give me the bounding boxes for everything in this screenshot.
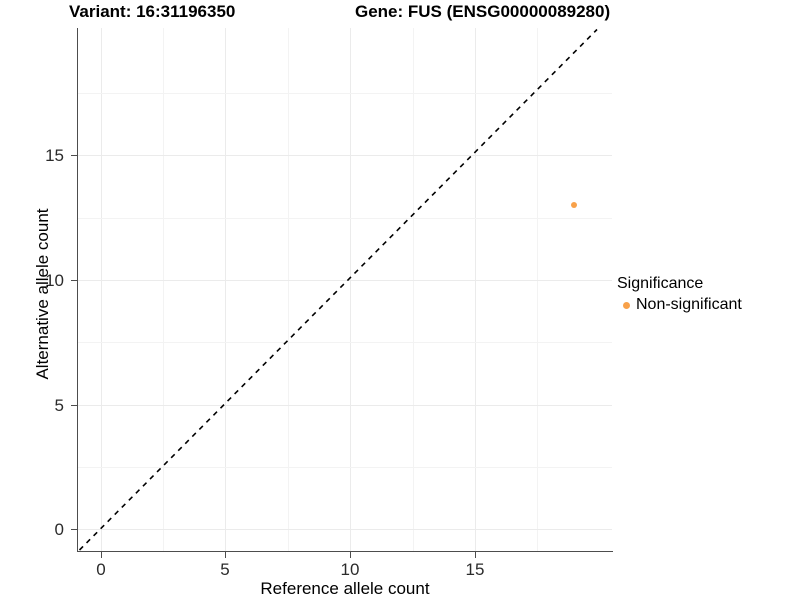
x-axis-tick-label: 10 (340, 560, 360, 579)
y-axis-tick-label: 10 (45, 271, 64, 290)
data-point[interactable] (571, 202, 577, 208)
gridline-minor-horizontal (78, 342, 612, 343)
x-axis-title: Reference allele count (260, 579, 430, 598)
gridline-major-horizontal (78, 405, 612, 406)
y-axis-tick-label: 0 (54, 520, 64, 539)
x-axis-tick-label: 0 (96, 560, 106, 579)
x-axis-tick-label: 5 (220, 560, 230, 579)
y-axis-line (77, 28, 78, 552)
legend-title: Significance (617, 275, 704, 292)
gridline-minor-vertical (288, 28, 289, 551)
gridline-major-horizontal (78, 155, 612, 156)
chart-title-bar: Variant: 16:31196350 Gene: FUS (ENSG0000… (0, 0, 800, 28)
identity-reference-line (78, 28, 598, 551)
gridline-minor-vertical (163, 28, 164, 551)
gridline-major-vertical (101, 28, 102, 551)
y-axis-tick (71, 529, 77, 530)
gridline-major-vertical (350, 28, 351, 551)
x-axis-tick (225, 552, 226, 558)
x-axis-line (78, 551, 613, 552)
gridline-major-vertical (225, 28, 226, 551)
gene-title: Gene: FUS (ENSG00000089280) (355, 2, 611, 21)
gridline-major-horizontal (78, 529, 612, 530)
x-axis-tick (350, 552, 351, 558)
diagonal-dashed-line (78, 28, 598, 551)
gridline-minor-horizontal (78, 93, 612, 94)
legend-item-label: Non-significant (636, 296, 742, 313)
y-axis-tick-label: 5 (54, 396, 64, 415)
y-axis-title: Alternative allele count (33, 208, 52, 380)
plot-panel (78, 28, 612, 551)
gridline-major-horizontal (78, 280, 612, 281)
legend: Significance Non-significant (617, 274, 795, 316)
gridline-minor-horizontal (78, 218, 612, 219)
x-axis-tick (475, 552, 476, 558)
x-axis-tick-label: 15 (465, 560, 485, 579)
x-axis-tick (101, 552, 102, 558)
gridline-minor-vertical (413, 28, 414, 551)
gridline-minor-vertical (537, 28, 538, 551)
y-axis-tick (71, 280, 77, 281)
gridline-major-vertical (475, 28, 476, 551)
orange-dot-icon (622, 301, 630, 309)
legend-key-icon (617, 296, 635, 314)
y-axis-tick (71, 155, 77, 156)
legend-item-non-significant[interactable]: Non-significant (617, 294, 795, 316)
gridline-minor-horizontal (78, 467, 612, 468)
variant-title: Variant: 16:31196350 (69, 2, 236, 21)
y-axis-tick (71, 405, 77, 406)
data-points-layer (78, 28, 612, 551)
y-axis-tick-label: 15 (45, 146, 64, 165)
